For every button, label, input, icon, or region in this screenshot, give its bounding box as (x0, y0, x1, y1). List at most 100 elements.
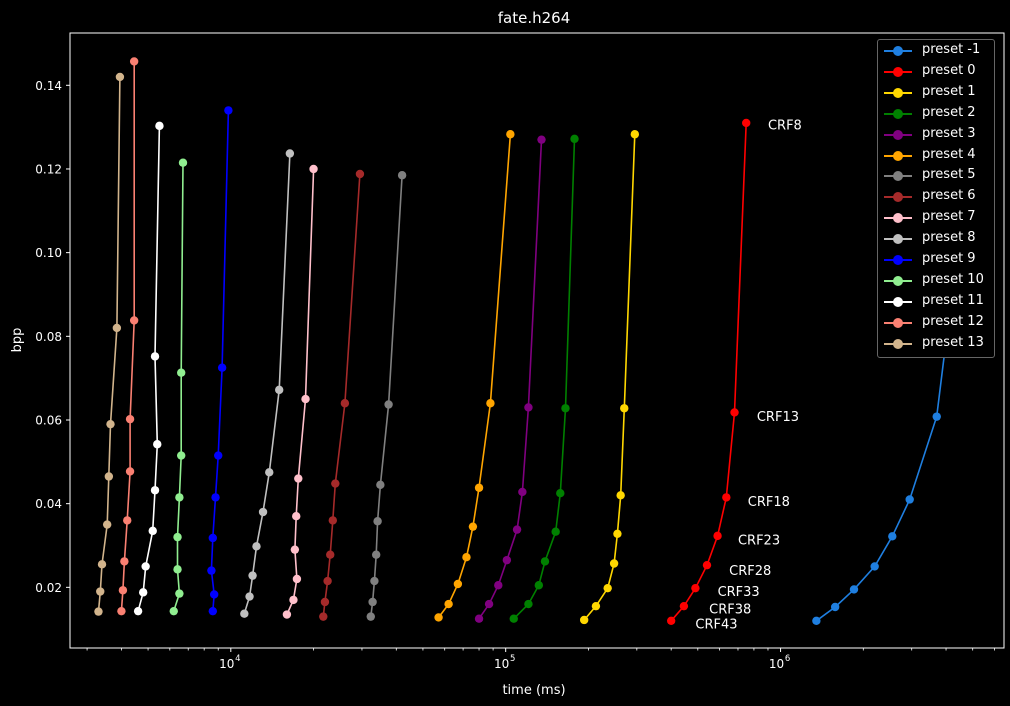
y-tick-label: 0.14 (35, 79, 62, 93)
legend-swatch-marker (893, 296, 903, 307)
data-point (323, 576, 332, 586)
annotation-label: CRF28 (729, 564, 771, 579)
data-point (289, 595, 298, 605)
data-point (208, 533, 218, 543)
data-point (534, 581, 544, 590)
series-preset-12 (117, 57, 139, 616)
legend-label: preset 8 (922, 230, 976, 246)
data-point (331, 479, 340, 488)
legend-item: preset 9 (878, 249, 994, 270)
legend-swatch-marker (893, 338, 903, 349)
data-point (524, 599, 533, 609)
legend-swatch-marker (893, 171, 903, 182)
data-point (173, 565, 182, 574)
data-point (169, 606, 178, 616)
data-point (494, 581, 503, 590)
series-preset-7 (282, 164, 318, 619)
x-tick-exponent: 4 (235, 654, 240, 664)
data-point (94, 607, 103, 616)
legend-swatch-marker (893, 108, 903, 119)
legend-label: preset 2 (922, 104, 976, 120)
legend-swatch-marker (893, 66, 903, 77)
legend-swatch-marker (893, 46, 903, 56)
data-point (150, 352, 160, 361)
legend-swatch-marker (893, 255, 903, 265)
series-line (815, 124, 974, 622)
data-point (282, 610, 292, 619)
legend-swatch-marker (893, 87, 903, 98)
series-line (97, 76, 121, 612)
data-point (616, 491, 625, 500)
data-point (290, 545, 300, 554)
legend-item: preset -1 (878, 40, 994, 61)
data-point (355, 169, 365, 179)
data-point (932, 412, 941, 421)
legend-swatch-marker (893, 150, 903, 161)
data-point (484, 599, 494, 609)
data-point (486, 399, 495, 408)
legend-item: preset 4 (878, 145, 994, 166)
data-point (603, 583, 612, 593)
data-point (292, 574, 302, 584)
data-point (214, 451, 223, 460)
data-point (506, 130, 515, 139)
legend-item: preset 1 (878, 82, 994, 103)
data-point (370, 576, 379, 586)
y-tick-label: 0.10 (35, 246, 62, 260)
data-point (252, 542, 261, 551)
legend-swatch-marker (893, 192, 903, 203)
data-point (376, 480, 385, 490)
series-preset-0 (666, 118, 751, 626)
data-point (512, 525, 522, 534)
data-point (97, 560, 107, 569)
data-point (453, 579, 463, 589)
data-point (112, 323, 122, 333)
y-tick-label: 0.12 (35, 162, 62, 176)
data-point (129, 57, 139, 66)
data-point (368, 597, 377, 607)
data-point (502, 555, 512, 565)
legend-label: preset -1 (922, 42, 981, 57)
data-point (294, 474, 303, 483)
legend-swatch-marker (893, 234, 903, 245)
data-point (148, 526, 157, 536)
legend-label: preset 11 (922, 292, 984, 308)
legend-label: preset 7 (922, 209, 976, 225)
legend-label: preset 1 (922, 83, 976, 99)
data-point (177, 368, 186, 377)
data-point (115, 72, 125, 82)
data-point (702, 560, 712, 570)
data-point (434, 613, 443, 622)
series-preset-8 (240, 149, 295, 618)
data-point (722, 493, 731, 502)
data-point (240, 609, 249, 618)
data-point (104, 472, 114, 481)
data-point (812, 616, 821, 626)
legend-label: preset 4 (922, 146, 976, 162)
annotation-label: CRF38 (709, 603, 751, 618)
data-point (620, 404, 629, 413)
data-point (730, 408, 739, 417)
annotation-label: CRF23 (738, 534, 780, 549)
data-point (462, 553, 471, 562)
series-preset--1 (812, 120, 977, 626)
data-point (551, 527, 560, 536)
x-tick-label: 10 (494, 657, 509, 671)
series-preset-11 (133, 121, 164, 616)
legend-label: preset 0 (922, 62, 976, 78)
data-point (609, 559, 619, 568)
data-point (579, 615, 589, 625)
data-point (153, 440, 162, 449)
legend-label: preset 10 (922, 271, 984, 287)
data-point (265, 468, 274, 477)
data-point (570, 134, 579, 144)
data-point (870, 562, 879, 571)
data-point (125, 467, 135, 476)
data-point (258, 507, 268, 517)
series-line (137, 125, 161, 612)
chart-title: fate.h264 (498, 9, 571, 27)
data-point (340, 399, 350, 408)
data-point (175, 589, 184, 598)
data-point (691, 583, 700, 593)
data-point (537, 135, 546, 144)
